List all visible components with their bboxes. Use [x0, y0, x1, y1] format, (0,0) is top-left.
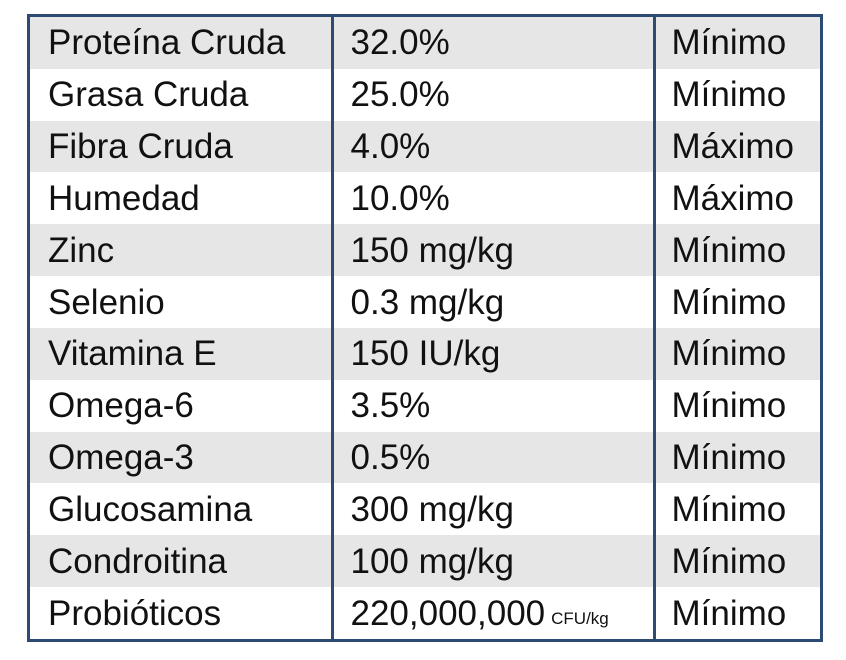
table-row: Probióticos 220,000,000 CFU/kg Mínimo	[30, 587, 820, 639]
nutrient-limit: Mínimo	[654, 379, 820, 432]
table-row: Condroitina 100 mg/kg Mínimo	[30, 535, 820, 588]
nutrient-value: 220,000,000 CFU/kg	[332, 587, 656, 639]
nutrient-name: Fibra Cruda	[30, 120, 334, 173]
nutrient-limit: Máximo	[654, 172, 820, 225]
value-text: 3.5%	[350, 386, 431, 426]
value-text: 25.0%	[350, 75, 450, 115]
nutrient-name: Omega-3	[30, 431, 334, 484]
nutrient-value: 10.0%	[332, 172, 656, 225]
nutrient-value: 100 mg/kg	[332, 535, 656, 588]
nutrient-value: 0.3 mg/kg	[332, 276, 656, 328]
nutrient-table: Proteína Cruda 32.0% Mínimo Grasa Cruda …	[30, 17, 820, 639]
nutrient-value: 150 mg/kg	[332, 224, 656, 277]
table-row: Vitamina E 150 IU/kg Mínimo	[30, 327, 820, 380]
value-text: 32.0%	[350, 23, 450, 63]
nutrient-name: Condroitina	[30, 535, 334, 588]
nutrient-limit: Mínimo	[654, 431, 820, 484]
nutrient-name: Zinc	[30, 224, 334, 277]
value-text: 0.3 mg/kg	[350, 282, 505, 322]
value-text: 220,000,000	[350, 593, 546, 633]
value-unit: CFU/kg	[551, 608, 609, 628]
nutrient-name: Selenio	[30, 276, 334, 328]
nutrient-limit: Mínimo	[654, 224, 820, 277]
table-row: Zinc 150 mg/kg Mínimo	[30, 224, 820, 277]
table-row: Glucosamina 300 mg/kg Mínimo	[30, 483, 820, 536]
table-row: Humedad 10.0% Máximo	[30, 172, 820, 225]
nutrient-limit: Mínimo	[654, 276, 820, 328]
value-text: 4.0%	[350, 127, 431, 167]
table-row: Omega-3 0.5% Mínimo	[30, 431, 820, 484]
nutrient-value: 150 IU/kg	[332, 327, 656, 380]
nutrient-value: 4.0%	[332, 120, 656, 173]
nutrient-limit: Mínimo	[654, 483, 820, 536]
nutrient-value: 0.5%	[332, 431, 656, 484]
nutrient-limit: Mínimo	[654, 68, 820, 121]
table-row: Grasa Cruda 25.0% Mínimo	[30, 68, 820, 121]
nutrient-name: Vitamina E	[30, 327, 334, 380]
nutrient-limit: Mínimo	[654, 17, 820, 69]
nutrient-name: Glucosamina	[30, 483, 334, 536]
nutrient-limit: Máximo	[654, 120, 820, 173]
nutrient-name: Humedad	[30, 172, 334, 225]
table-row: Fibra Cruda 4.0% Máximo	[30, 120, 820, 173]
nutrient-limit: Mínimo	[654, 535, 820, 588]
table-row: Proteína Cruda 32.0% Mínimo	[30, 17, 820, 69]
nutrient-name: Probióticos	[30, 587, 334, 639]
guaranteed-analysis-table: Proteína Cruda 32.0% Mínimo Grasa Cruda …	[27, 14, 823, 642]
table-row: Selenio 0.3 mg/kg Mínimo	[30, 276, 820, 328]
nutrient-name: Omega-6	[30, 379, 334, 432]
nutrient-value: 300 mg/kg	[332, 483, 656, 536]
value-text: 300 mg/kg	[350, 489, 514, 529]
nutrient-value: 25.0%	[332, 68, 656, 121]
nutrient-value: 32.0%	[332, 17, 656, 69]
value-text: 150 mg/kg	[350, 230, 514, 270]
nutrient-name: Grasa Cruda	[30, 68, 334, 121]
nutrient-limit: Mínimo	[654, 327, 820, 380]
nutrient-limit: Mínimo	[654, 587, 820, 639]
table-row: Omega-6 3.5% Mínimo	[30, 379, 820, 432]
value-text: 150 IU/kg	[350, 334, 501, 374]
nutrient-name: Proteína Cruda	[30, 17, 334, 69]
nutrient-value: 3.5%	[332, 379, 656, 432]
value-text: 0.5%	[350, 438, 431, 478]
value-text: 100 mg/kg	[350, 541, 514, 581]
value-text: 10.0%	[350, 178, 450, 218]
